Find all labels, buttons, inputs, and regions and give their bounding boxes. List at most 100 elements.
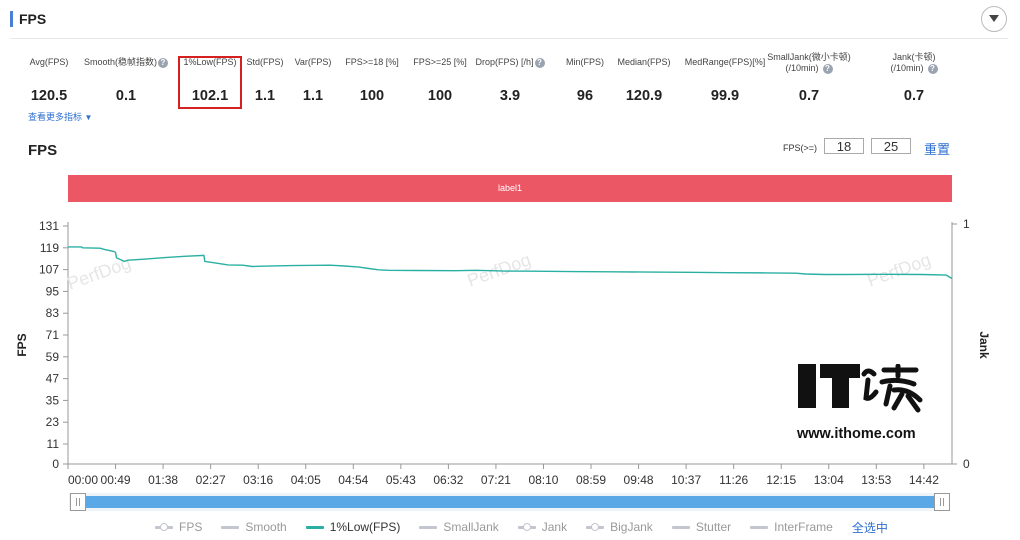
x-tick-label: 08:59 xyxy=(576,473,606,487)
metric-label-unit: (/10min) xyxy=(785,63,819,73)
legend-label: SmallJank xyxy=(443,520,499,534)
y-tick-label: 23 xyxy=(46,415,60,429)
help-icon[interactable]: ? xyxy=(822,63,833,74)
header-divider xyxy=(10,38,1008,39)
x-tick-label: 11:26 xyxy=(719,473,748,487)
chart-title: FPS xyxy=(28,142,58,159)
metric-label-wrap: Avg(FPS) xyxy=(0,57,109,68)
x-tick-label: 00:00 xyxy=(68,473,98,487)
metric-9: Median(FPS) 120.9 xyxy=(584,57,704,104)
metric-value: 0.7 xyxy=(798,88,820,104)
x-tick-label: 13:53 xyxy=(861,473,891,487)
legend-label: Stutter xyxy=(695,520,732,534)
metric-label-wrap: Smooth(稳帧指数)? xyxy=(66,57,186,68)
x-tick-label: 04:54 xyxy=(338,473,368,487)
legend-label: Jank xyxy=(541,520,568,534)
metric-label-row: (/10min)? xyxy=(749,63,869,74)
metric-label: Var(FPS) xyxy=(294,57,332,67)
metric-value: 3.9 xyxy=(499,88,521,104)
y-tick-label: 107 xyxy=(39,263,59,277)
metric-label: Smooth(稳帧指数) xyxy=(83,57,157,67)
metric-12: Jank(卡顿) (/10min)? 0.7 xyxy=(854,52,974,104)
legend-item-bigjank[interactable]: BigJank xyxy=(586,520,653,534)
time-slider-range[interactable] xyxy=(86,496,934,508)
more-metrics-link[interactable]: 查看更多指标 ▼ xyxy=(28,110,92,123)
y-tick-label: 59 xyxy=(46,350,60,364)
legend-label: FPS xyxy=(179,520,203,534)
metric-label-wrap: Std(FPS) xyxy=(205,57,325,68)
x-tick-label: 12:15 xyxy=(766,473,796,487)
metric-label: 1%Low(FPS) xyxy=(183,57,237,67)
metric-label-wrap: Drop(FPS) [/h]? xyxy=(450,57,570,68)
x-tick-label: 07:21 xyxy=(481,473,511,487)
metric-label-wrap: FPS>=18 [%] xyxy=(312,57,432,68)
help-icon[interactable]: ? xyxy=(534,57,545,68)
legend-label: Smooth xyxy=(245,520,287,534)
metric-label: Jank(卡顿) xyxy=(892,52,936,62)
y-tick-label: 47 xyxy=(46,372,60,386)
triangle-down-icon: ▼ xyxy=(84,113,93,122)
legend-label: 1%Low(FPS) xyxy=(329,520,401,534)
legend-item-1-low-fps-[interactable]: 1%Low(FPS) xyxy=(305,520,401,534)
legend-item-fps[interactable]: FPS xyxy=(155,520,202,534)
label-band: label1 xyxy=(68,175,952,202)
metric-value: 99.9 xyxy=(710,88,740,104)
x-tick-label: 00:49 xyxy=(101,473,131,487)
legend-label: InterFrame xyxy=(774,520,833,534)
metric-label-wrap: FPS>=25 [%] xyxy=(380,57,500,68)
y-tick-label: 83 xyxy=(46,306,60,320)
metric-4: Var(FPS) 1.1 xyxy=(253,57,373,104)
metric-7: Drop(FPS) [/h]? 3.9 xyxy=(450,57,570,104)
legend-marker xyxy=(419,522,438,532)
metric-label: Drop(FPS) [/h] xyxy=(475,57,534,67)
metric-label: SmallJank(微小卡顿) xyxy=(767,52,851,62)
highlight-box xyxy=(178,56,242,109)
legend-item-smooth[interactable]: Smooth xyxy=(221,520,287,534)
y-axis-title: FPS xyxy=(15,333,29,356)
threshold-high-input[interactable] xyxy=(871,138,911,154)
y-tick-label: 71 xyxy=(46,328,60,342)
time-slider-left-handle[interactable] xyxy=(70,493,86,511)
metric-label-wrap: SmallJank(微小卡顿) (/10min)? xyxy=(749,52,869,74)
page-title: FPS xyxy=(19,11,47,27)
chevron-down-icon xyxy=(989,15,999,22)
collapse-button[interactable] xyxy=(981,6,1007,32)
chart-legend: FPS Smooth 1%Low(FPS) SmallJank Jank BigJank S… xyxy=(155,519,888,535)
reset-link[interactable]: 重置 xyxy=(924,142,951,157)
metric-0: Avg(FPS) 120.5 xyxy=(0,57,109,104)
fps-line-chart: 0 11 23 35 47 59 71 83 95 107 119 131 0 1 00:00 00:49 01… xyxy=(15,217,991,487)
x-tick-label: 13:04 xyxy=(814,473,844,487)
y2-tick-label: 0 xyxy=(963,457,970,471)
metric-label-unit: (/10min) xyxy=(890,63,924,73)
metric-6: FPS>=25 [%] 100 xyxy=(380,57,500,104)
time-slider-right-handle[interactable] xyxy=(934,493,950,511)
y-tick-label: 119 xyxy=(40,241,59,255)
help-icon[interactable]: ? xyxy=(158,57,168,68)
metric-label-wrap: Min(FPS) xyxy=(525,57,645,68)
metric-1: Smooth(稳帧指数)? 0.1 xyxy=(66,57,186,104)
metric-value: 1.1 xyxy=(254,88,276,104)
metric-label-wrap: Var(FPS) xyxy=(253,57,373,68)
metric-label: MedRange(FPS)[%] xyxy=(684,57,766,67)
legend-select-all[interactable]: 全选中 xyxy=(851,521,888,535)
legend-item-jank[interactable]: Jank xyxy=(517,520,568,534)
legend-item-stutter[interactable]: Stutter xyxy=(671,520,732,534)
x-tick-label: 06:32 xyxy=(433,473,463,487)
metric-label: Std(FPS) xyxy=(246,57,284,67)
x-tick-label: 01:38 xyxy=(148,473,178,487)
metric-label: Avg(FPS) xyxy=(29,57,69,67)
y2-tick-label: 1 xyxy=(963,217,970,231)
metric-value: 100 xyxy=(359,88,385,104)
legend-marker xyxy=(750,522,769,532)
legend-item-interframe[interactable]: InterFrame xyxy=(750,520,833,534)
metric-10: MedRange(FPS)[%] 99.9 xyxy=(665,57,785,104)
metric-value: 120.9 xyxy=(625,88,663,104)
help-icon[interactable]: ? xyxy=(927,63,938,74)
metric-8: Min(FPS) 96 xyxy=(525,57,645,104)
header-accent-bar xyxy=(10,11,13,27)
y-tick-label: 0 xyxy=(52,457,59,471)
metric-label: Median(FPS) xyxy=(617,57,671,67)
x-tick-label: 04:05 xyxy=(291,473,321,487)
threshold-low-input[interactable] xyxy=(824,138,864,154)
legend-item-smalljank[interactable]: SmallJank xyxy=(419,520,499,534)
